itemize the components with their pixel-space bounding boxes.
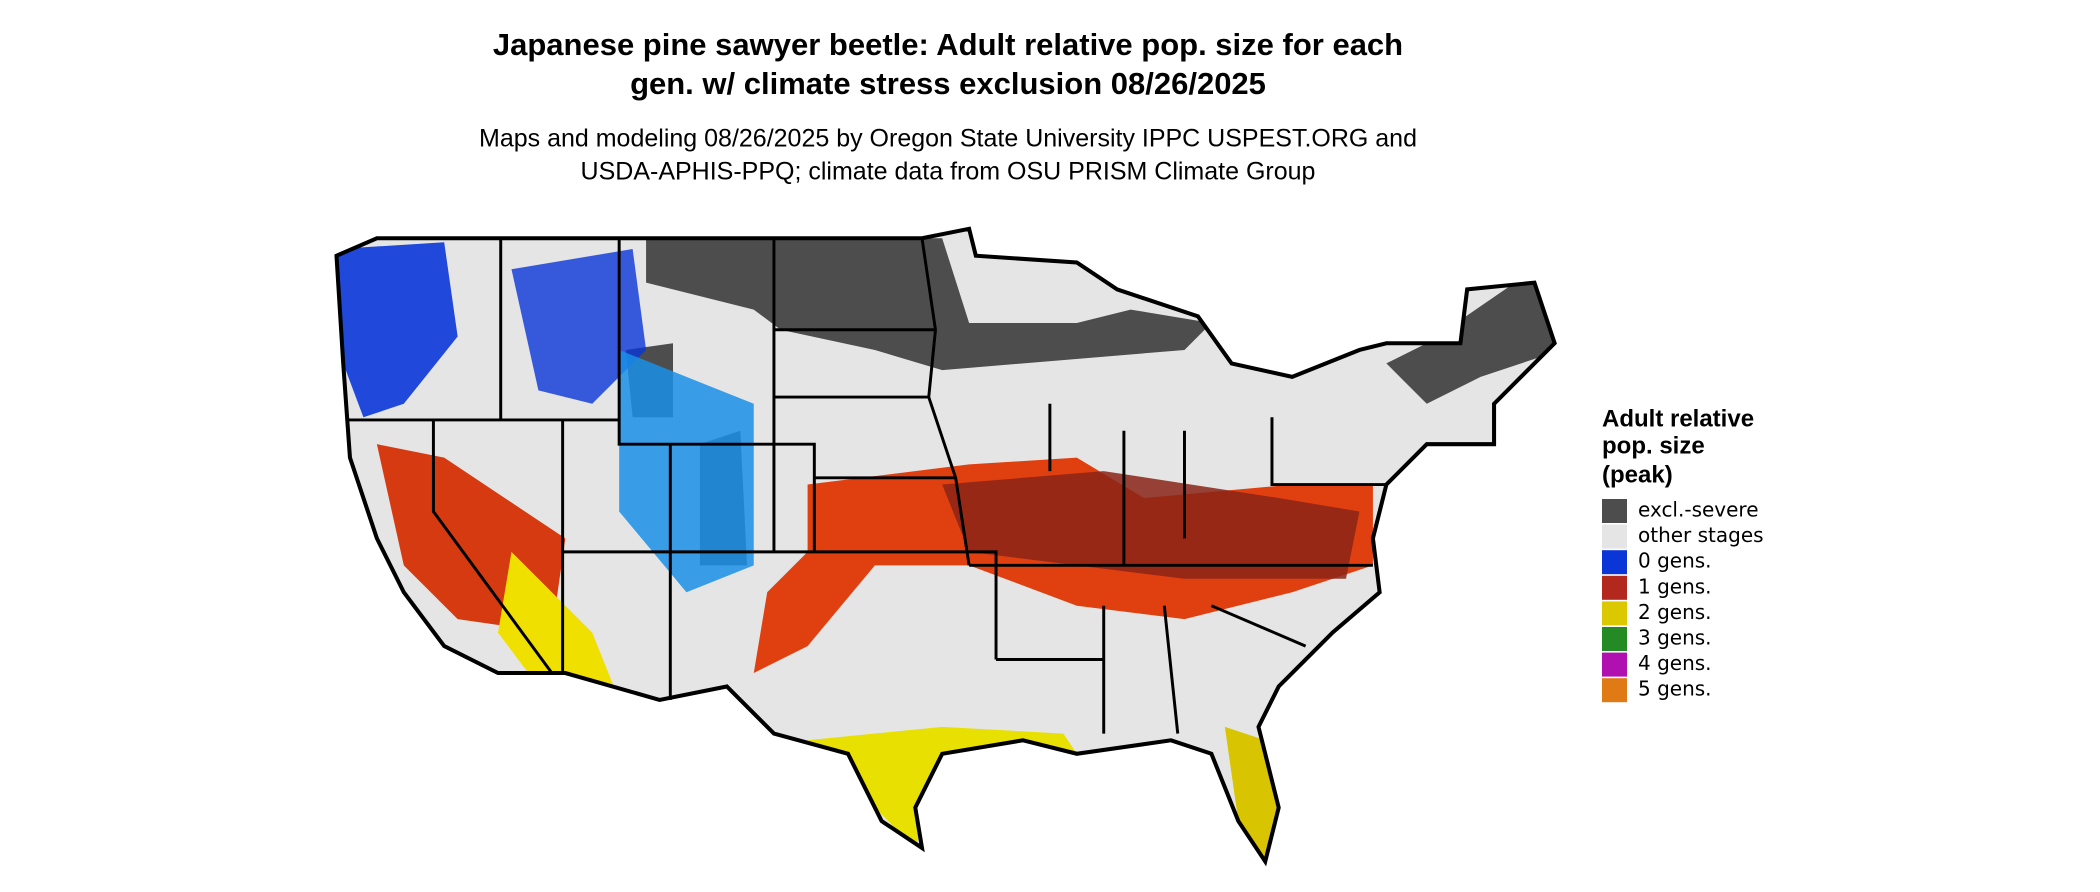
legend-title: Adult relative: [1602, 405, 1754, 432]
legend-swatch: [1602, 524, 1627, 549]
us-map: [334, 226, 1557, 867]
legend-label: 1 gens.: [1638, 574, 1712, 598]
title-line: gen. w/ climate stress exclusion 08/26/2…: [630, 66, 1266, 101]
legend-swatch: [1602, 678, 1627, 703]
legend-swatch: [1602, 499, 1627, 523]
legend-swatch: [1602, 550, 1627, 575]
legend-swatch: [1602, 575, 1627, 600]
legend-label: 2 gens.: [1638, 600, 1712, 624]
legend-label: 5 gens.: [1638, 677, 1712, 701]
subtitle-line: USDA-APHIS-PPQ; climate data from OSU PR…: [581, 158, 1316, 186]
legend-label: other stages: [1638, 523, 1764, 547]
legend: Adult relative pop. size (peak) excl.-se…: [1602, 405, 1764, 703]
legend-title: (peak): [1602, 461, 1673, 488]
subtitle-line: Maps and modeling 08/26/2025 by Oregon S…: [479, 125, 1417, 153]
legend-label: 0 gens.: [1638, 549, 1712, 573]
legend-label: 4 gens.: [1638, 651, 1712, 675]
legend-label: 3 gens.: [1638, 626, 1712, 650]
legend-label: excl.-severe: [1638, 498, 1759, 522]
title-line: Japanese pine sawyer beetle: Adult relat…: [493, 27, 1403, 62]
state-lines: [347, 238, 1387, 734]
legend-swatch: [1602, 601, 1627, 626]
us-outline: [334, 226, 1557, 867]
legend-title: pop. size: [1602, 432, 1705, 459]
legend-swatch: [1602, 627, 1627, 651]
legend-swatch: [1602, 652, 1627, 677]
